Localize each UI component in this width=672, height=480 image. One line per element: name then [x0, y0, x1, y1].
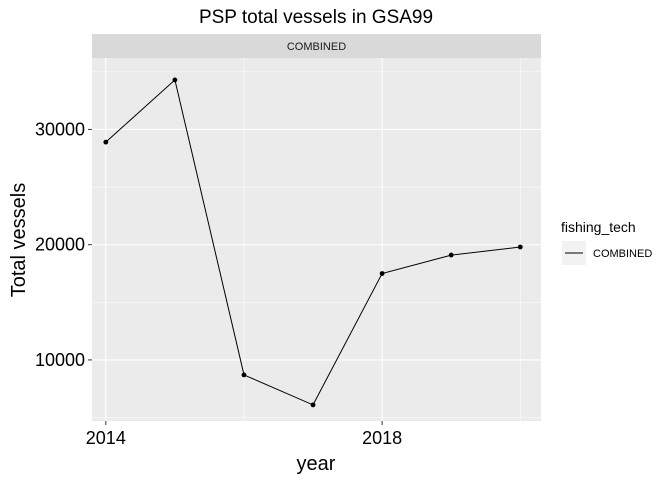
- x-axis-title: year: [297, 453, 336, 475]
- y-tick-label: 20000: [35, 235, 85, 255]
- data-point: [310, 402, 316, 408]
- legend: fishing_tech COMBINED: [561, 219, 652, 265]
- x-axis: 2014 2018: [86, 421, 402, 448]
- y-axis-title: Total vessels: [8, 183, 30, 298]
- x-tick-label: 2018: [362, 428, 402, 448]
- y-axis: 10000 20000 30000: [35, 119, 92, 370]
- y-tick-label: 10000: [35, 350, 85, 370]
- minor-gridlines: [92, 58, 541, 421]
- data-point: [172, 77, 178, 83]
- y-tick-label: 30000: [35, 119, 85, 139]
- legend-items: COMBINED: [562, 241, 652, 265]
- major-gridlines: [92, 58, 541, 421]
- data-point: [241, 372, 247, 378]
- facet-strip: [92, 34, 541, 58]
- data-point: [448, 252, 454, 258]
- facet-strip-label: COMBINED: [287, 41, 346, 53]
- data-point: [103, 139, 109, 145]
- x-tick-label: 2014: [86, 428, 126, 448]
- chart-title: PSP total vessels in GSA99: [199, 7, 433, 28]
- data-point: [379, 271, 385, 276]
- data-point: [517, 244, 523, 250]
- legend-label: COMBINED: [593, 248, 652, 260]
- legend-title: fishing_tech: [561, 219, 636, 235]
- plot-panel: [92, 58, 541, 421]
- series-layer: [103, 77, 523, 408]
